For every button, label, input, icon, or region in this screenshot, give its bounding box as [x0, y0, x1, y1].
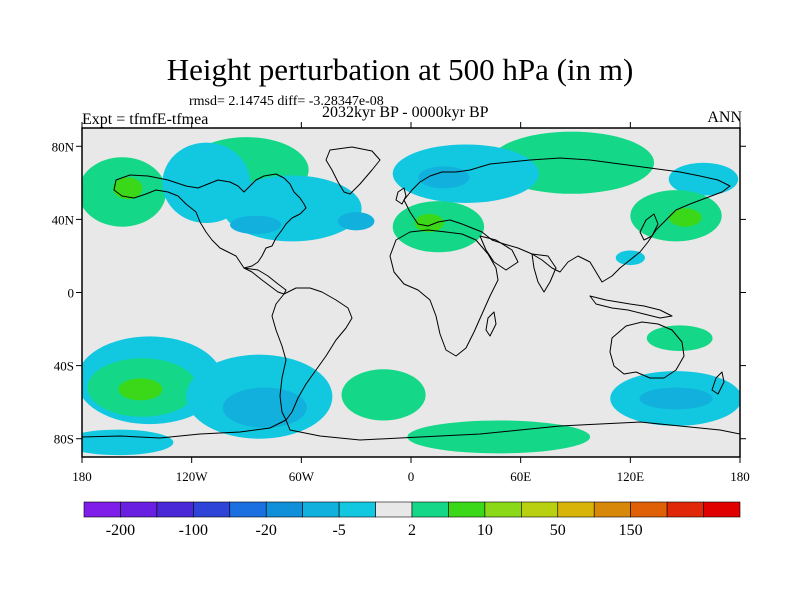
lat-tick-label: 80N — [52, 139, 75, 154]
colorbar-swatch — [666, 501, 704, 518]
colorbar-swatch — [338, 501, 376, 518]
colorbar-swatch — [484, 501, 522, 518]
colorbar-label: 2 — [408, 522, 416, 539]
colorbar-swatch — [411, 501, 449, 518]
lon-tick-label: 120W — [176, 469, 209, 484]
plot-subtitle: rmsd= 2.14745 diff= -3.28347e-08 — [189, 94, 384, 109]
colorbar-swatch — [193, 501, 231, 518]
lon-tick-label: 60E — [510, 469, 531, 484]
coastline-new-zealand — [711, 371, 725, 395]
colorbar-swatch — [229, 501, 267, 518]
lon-tick-label: 0 — [408, 469, 415, 484]
colorbar-swatch — [593, 501, 631, 518]
coastline-australia — [609, 321, 685, 379]
coastline-british-isles — [395, 187, 407, 205]
time-range-label: 2032kyr BP - 0000kyr BP — [322, 104, 489, 121]
field-region-neg-light — [82, 429, 174, 456]
colorbar-label: 50 — [550, 522, 566, 539]
lon-tick-label: 60W — [289, 469, 315, 484]
colorbar-swatch — [265, 501, 303, 518]
lon-tick-label: 180 — [72, 469, 92, 484]
field-region-neg-mid — [222, 387, 307, 428]
colorbar: -200 -100 -20 -5 2 10 50 150 — [83, 501, 741, 539]
height-perturbation-field — [82, 131, 740, 456]
field-region-neg-light — [668, 162, 739, 196]
field-region-neg-mid — [337, 212, 375, 231]
coastline-arabia — [479, 235, 519, 271]
lat-tick-label: 40S — [54, 359, 74, 374]
colorbar-label: -5 — [332, 522, 345, 539]
lon-tick-label: 120E — [617, 469, 645, 484]
latitude-ticks: 80N 40N 0 40S 80S — [52, 139, 746, 447]
colorbar-swatch — [521, 501, 559, 518]
field-region-neg-mid — [639, 387, 713, 410]
season-label: ANN — [707, 109, 742, 126]
field-region-pos-light — [407, 420, 591, 454]
field-region-pos-light — [341, 369, 426, 421]
plot-title: Height perturbation at 500 hPa (in m) — [166, 52, 634, 87]
field-region-pos-mid — [414, 213, 444, 233]
coastline-madagascar — [485, 311, 497, 337]
lat-tick-label: 0 — [68, 286, 75, 301]
coastline-india — [531, 253, 557, 293]
colorbar-swatch — [83, 501, 121, 518]
colorbar-label: -100 — [179, 522, 208, 539]
field-region-pos-mid — [118, 378, 163, 401]
field-region-pos-light — [646, 325, 713, 351]
colorbar-label: -20 — [256, 522, 277, 539]
coastline-indonesia — [589, 295, 673, 319]
colorbar-swatch — [375, 501, 413, 518]
colorbar-swatch — [557, 501, 595, 518]
experiment-label: Expt = tfmfE-tfmea — [82, 111, 209, 128]
field-region-pos-mid — [113, 177, 143, 200]
coastline-greenland — [325, 146, 381, 195]
coastlines — [82, 146, 740, 441]
coastline-antarctica — [82, 419, 740, 441]
coastline-south-america — [271, 287, 353, 421]
colorbar-swatch — [120, 501, 158, 518]
colorbar-label: 10 — [477, 522, 493, 539]
longitude-ticks: 180 120W 60W 0 60E 120E 180 — [72, 122, 750, 484]
lat-tick-label: 80S — [54, 432, 74, 447]
colorbar-swatch — [448, 501, 486, 518]
field-region-neg-light — [615, 250, 645, 266]
coastline-japan — [639, 213, 659, 241]
field-region-pos-mid — [668, 208, 702, 227]
colorbar-label: 150 — [619, 522, 643, 539]
coastline-africa — [389, 229, 499, 357]
colorbar-swatch — [630, 501, 668, 518]
field-region-neg-mid — [230, 215, 282, 235]
coastline-north-america — [113, 173, 307, 269]
colorbar-label: -200 — [106, 522, 135, 539]
colorbar-swatch — [302, 501, 340, 518]
colorbar-swatch — [703, 501, 741, 518]
colorbar-swatch — [156, 501, 194, 518]
lon-tick-label: 180 — [730, 469, 750, 484]
field-region-neg-mid — [418, 166, 470, 189]
lat-tick-label: 40N — [52, 212, 75, 227]
